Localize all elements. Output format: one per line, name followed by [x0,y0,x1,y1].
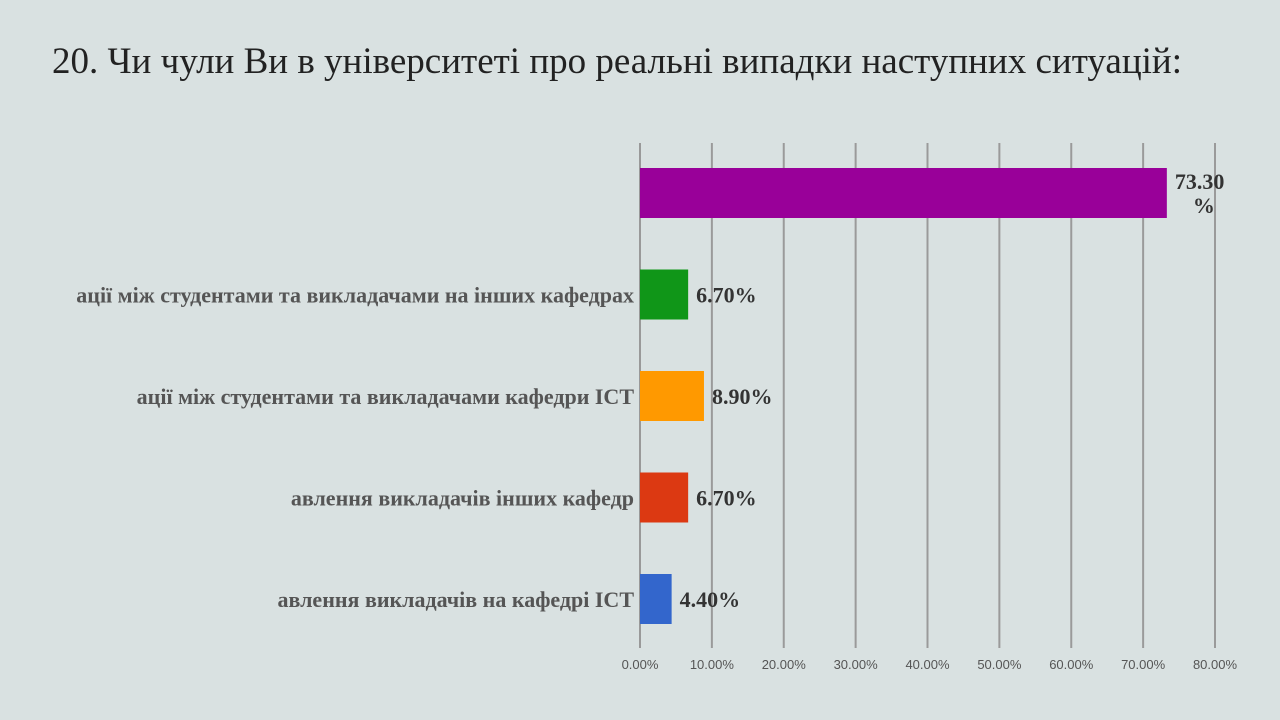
x-tick-label: 70.00% [1121,657,1166,672]
x-tick-label: 80.00% [1193,657,1238,672]
x-tick-label: 30.00% [834,657,879,672]
x-tick-label: 50.00% [977,657,1022,672]
value-label: 6.70% [696,283,757,308]
chart-gridlines [639,143,1216,648]
value-label: 4.40% [680,587,741,612]
x-tick-label: 20.00% [762,657,807,672]
category-label: ації між студентами та викладачами на ін… [76,283,634,308]
category-label: ації між студентами та викладачами кафед… [137,384,635,409]
x-tick-label: 60.00% [1049,657,1094,672]
bar [640,269,689,320]
value-label: 6.70% [696,486,757,511]
bar [640,371,704,421]
bar [640,574,672,624]
x-tick-label: 10.00% [690,657,735,672]
category-label: авлення викладачів на кафедрі ІСТ [278,587,635,612]
x-tick-label: 0.00% [622,657,659,672]
slide-title: 20. Чи чули Ви в університеті про реальн… [52,41,1182,82]
chart-value-labels: 73.30 % 6.70% 8.90% 6.70% 4.40% [680,169,1225,612]
bar [640,168,1167,218]
value-label: 73.30% [1175,169,1225,218]
value-label: 8.90% [712,384,773,409]
category-label: авлення викладачів інших кафедр [291,486,634,511]
x-tick-label: 40.00% [905,657,950,672]
bar [640,472,689,523]
chart-x-axis-ticks: 0.00% 10.00% 20.00% 30.00% 40.00% 50.00% 60.00… [622,657,1238,672]
chart-bars [640,168,1167,624]
chart-category-labels: ації між студентами та викладачами на ін… [76,283,634,613]
